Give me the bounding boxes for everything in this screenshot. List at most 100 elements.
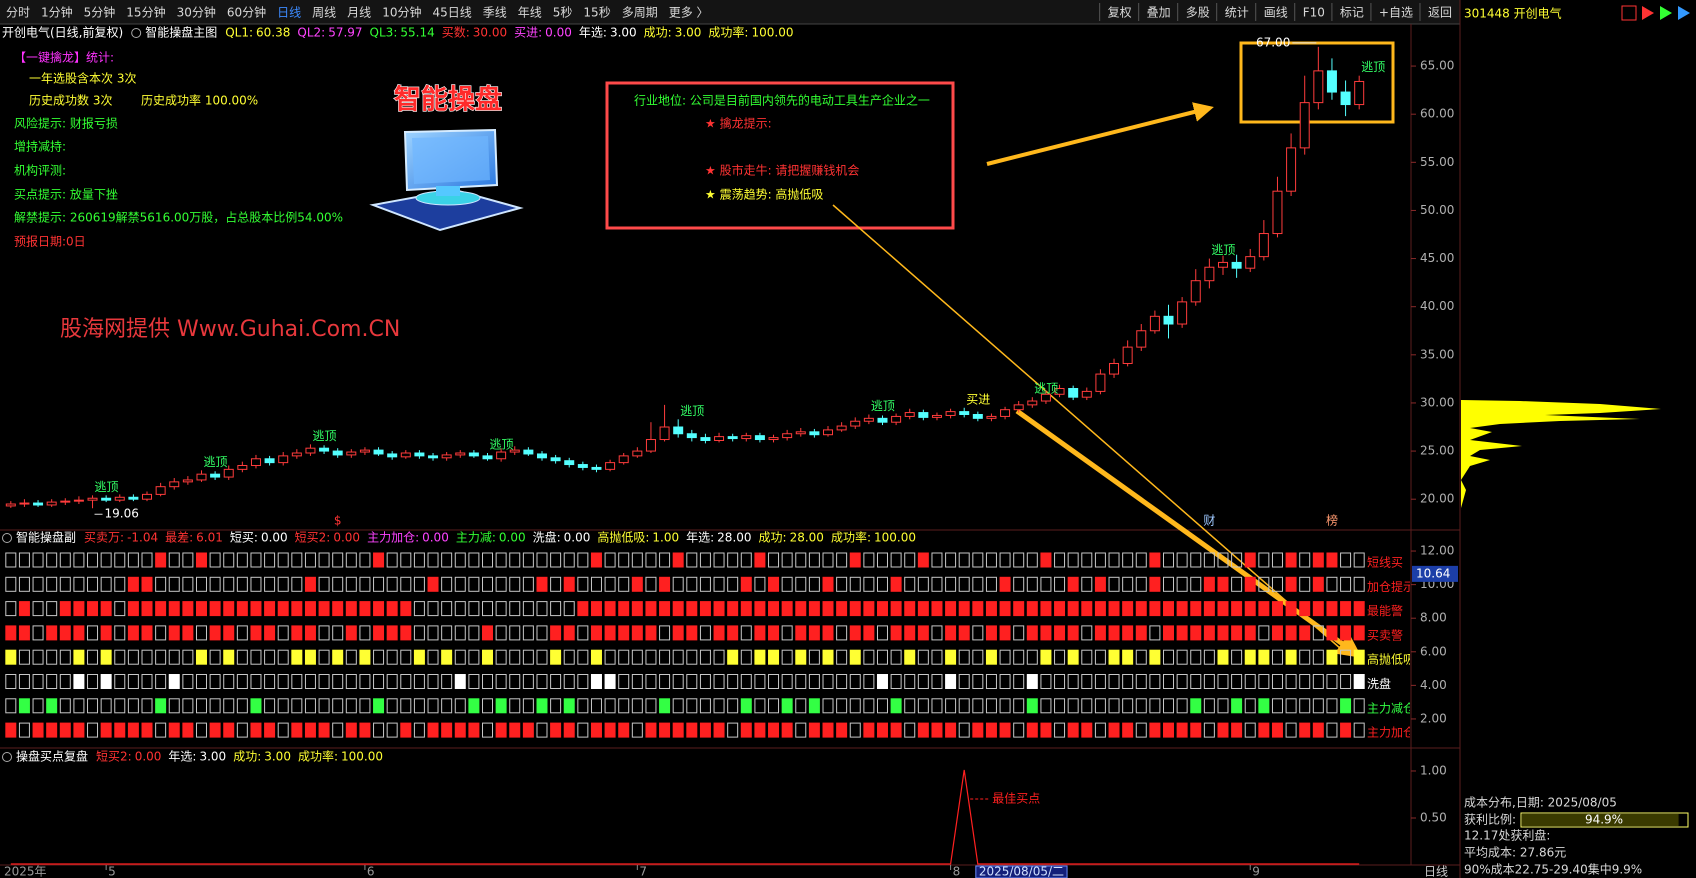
- signal-cell: [550, 552, 562, 568]
- y-tick-label: 65.00: [1420, 59, 1454, 73]
- signal-cell: [876, 698, 888, 714]
- tool-button[interactable]: 返回: [1428, 6, 1452, 20]
- period-tab[interactable]: 1分钟: [41, 5, 73, 20]
- signal-cell: [114, 674, 126, 689]
- tool-button[interactable]: 统计: [1225, 6, 1249, 20]
- readout-value: 3.00: [675, 26, 702, 40]
- collapse-toggle[interactable]: [131, 28, 142, 38]
- icon[interactable]: [1660, 6, 1672, 20]
- signal-cell: [1108, 601, 1120, 617]
- tool-button[interactable]: F10: [1303, 6, 1325, 20]
- signal-cell: [1108, 625, 1120, 641]
- signal-cell: [781, 625, 793, 641]
- signal-cell: [223, 722, 235, 738]
- period-tab[interactable]: 分时: [6, 6, 30, 20]
- signal-cell: [795, 698, 807, 714]
- panel-icons[interactable]: [1621, 5, 1690, 21]
- signal-cell: [1271, 625, 1283, 641]
- signal-cell: [536, 674, 548, 689]
- candle-body: [114, 496, 125, 501]
- signal-cell: [604, 698, 616, 714]
- candle-body: [1054, 388, 1065, 395]
- signal-cell: [863, 576, 875, 592]
- readout-label: 短买:: [230, 531, 258, 545]
- collapse-toggle[interactable]: [2, 533, 12, 543]
- signal-cell: [536, 601, 548, 617]
- signal-cell: [563, 649, 575, 665]
- signal-cell: [373, 576, 385, 592]
- signal-cell: [849, 649, 861, 665]
- signal-cell: [223, 649, 235, 665]
- period-tab[interactable]: 30分钟: [177, 5, 216, 20]
- signal-label: 逃顶: [312, 429, 336, 443]
- icon[interactable]: [1678, 6, 1690, 20]
- candle-body: [101, 497, 112, 501]
- candle-body: [87, 497, 98, 501]
- signal-cell: [127, 601, 139, 617]
- period-tab[interactable]: 季线: [483, 6, 507, 20]
- signal-cell: [1176, 722, 1188, 738]
- tool-button[interactable]: 叠加: [1147, 6, 1171, 20]
- period-tab[interactable]: 15分钟: [126, 5, 165, 20]
- signal-cell: [386, 625, 398, 641]
- x-tick-label: 7: [639, 865, 647, 878]
- signal-cell: [1285, 722, 1297, 738]
- signal-cell: [686, 552, 698, 568]
- signal-cell: [999, 576, 1011, 592]
- signal-cell: [1081, 674, 1093, 689]
- signal-cell: [87, 722, 99, 738]
- tool-button[interactable]: 复权: [1108, 6, 1132, 20]
- signal-cell: [1203, 722, 1215, 738]
- period-tab[interactable]: 45日线: [432, 6, 471, 20]
- signal-cell: [1094, 698, 1106, 714]
- signal-cell: [1190, 552, 1202, 568]
- signal-cell: [236, 552, 248, 568]
- period-tab[interactable]: 日线: [277, 6, 301, 20]
- signal-cell: [1203, 625, 1215, 641]
- readout-value: 0.00: [135, 750, 162, 764]
- signal-cell: [590, 601, 602, 617]
- readout-value: 0.00: [545, 26, 572, 40]
- candle-body: [73, 499, 84, 502]
- icon[interactable]: [1621, 5, 1637, 21]
- period-tab[interactable]: 月线: [347, 6, 371, 20]
- signal-cell: [332, 601, 344, 617]
- candle-body: [250, 458, 261, 467]
- period-tab[interactable]: 60分钟: [227, 5, 266, 20]
- signal-cell: [1312, 698, 1324, 714]
- cursor-date: 2025/08/05/二: [979, 865, 1064, 878]
- period-tab[interactable]: 15秒: [583, 6, 610, 20]
- signal-cell: [958, 625, 970, 641]
- signal-cell: [509, 698, 521, 714]
- signal-cell: [1217, 674, 1229, 689]
- signal-cell: [659, 601, 671, 617]
- signal-cell: [795, 674, 807, 689]
- period-tab[interactable]: 周线: [312, 6, 336, 20]
- tool-button[interactable]: 多股: [1186, 6, 1210, 20]
- tool-button[interactable]: 画线: [1264, 6, 1288, 20]
- tool-button[interactable]: +自选: [1379, 6, 1413, 20]
- readout-value: 0.00: [333, 531, 360, 545]
- readout-label: 买数:: [442, 25, 470, 40]
- period-tab[interactable]: 5秒: [553, 6, 573, 20]
- signal-cell: [672, 625, 684, 641]
- period-tab[interactable]: 5分钟: [84, 5, 116, 20]
- period-tab[interactable]: 10分钟: [382, 5, 421, 20]
- period-tab[interactable]: 多周期: [622, 6, 658, 20]
- signal-cell: [482, 674, 494, 689]
- signal-cell: [73, 698, 85, 714]
- signal-cell: [945, 722, 957, 738]
- profit-label: 获利比例:: [1464, 813, 1516, 827]
- collapse-toggle[interactable]: [2, 752, 12, 762]
- period-tab[interactable]: 年线: [518, 6, 542, 20]
- y-tick-label: 25.00: [1420, 444, 1454, 458]
- icon[interactable]: [1642, 6, 1654, 20]
- signal-cell: [32, 552, 44, 568]
- signal-cell: [754, 601, 766, 617]
- signal-cell: [1176, 698, 1188, 714]
- signal-cell: [195, 625, 207, 641]
- signal-cell: [264, 722, 276, 738]
- tool-button[interactable]: 标记: [1340, 6, 1364, 20]
- period-tab[interactable]: 更多 〉: [669, 6, 709, 20]
- candle-body: [795, 431, 806, 435]
